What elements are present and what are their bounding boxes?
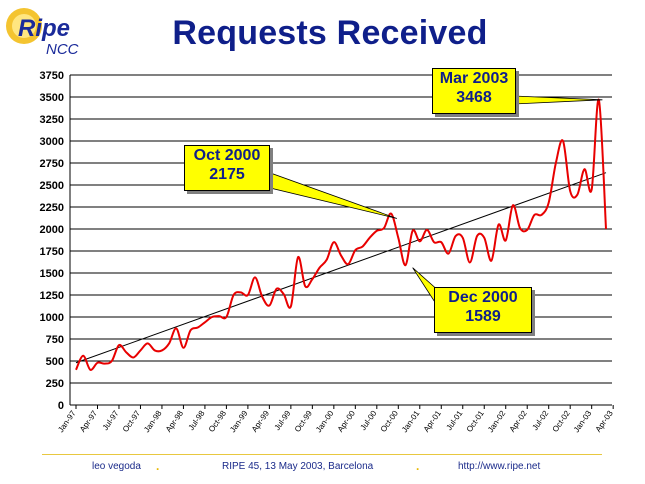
callout-dec2000-value: 1589	[465, 308, 501, 325]
x-tick-label: Oct-98	[207, 409, 228, 434]
x-tick-label: Jul-02	[530, 409, 550, 432]
x-tick-label: Apr-00	[336, 409, 357, 434]
x-tick-label: Jan-02	[486, 409, 508, 435]
svg-text:NCC: NCC	[46, 41, 79, 58]
callout-mar2003-date: Mar 2003	[439, 70, 509, 87]
callout-dec2000-date: Dec 2000	[448, 289, 518, 306]
x-tick-label: Jan-98	[142, 409, 164, 435]
y-tick-label: 750	[46, 334, 64, 346]
logo-sub-text: NCC	[46, 41, 79, 58]
y-tick-label: 1500	[40, 268, 64, 280]
x-tick-label: Apr-02	[508, 409, 529, 434]
y-tick-label: 3000	[40, 136, 64, 148]
footer-divider	[42, 454, 602, 455]
footer-author: leo vegoda	[92, 461, 141, 472]
x-tick-label: Jul-01	[445, 409, 465, 432]
x-tick-label: Jan-00	[314, 409, 336, 435]
x-tick-label: Jan-97	[56, 409, 78, 435]
y-tick-label: 1250	[40, 290, 64, 302]
x-tick-label: Apr-99	[250, 409, 271, 434]
x-tick-label: Oct-99	[293, 409, 314, 434]
x-tick-label: Oct-97	[121, 409, 142, 434]
logo-main-text: Ripe	[18, 15, 70, 42]
callout-oct2000-date: Oct 2000	[193, 147, 261, 164]
y-tick-label: 2250	[40, 202, 64, 214]
y-tick-label: 0	[58, 400, 64, 412]
x-tick-label: Apr-97	[78, 409, 99, 434]
ripe-ncc-logo: Ripe NCC	[6, 8, 79, 58]
x-tick-label: Oct-00	[379, 409, 400, 434]
x-tick-label: Jan-99	[228, 409, 250, 435]
callout-mar2003: Mar 2003 3468	[432, 68, 516, 114]
callout-oct2000-value: 2175	[209, 166, 245, 183]
x-tick-label: Oct-01	[465, 409, 486, 434]
y-tick-label: 1000	[40, 312, 64, 324]
x-tick-label: Jul-99	[273, 409, 293, 432]
x-tick-label: Oct-02	[551, 409, 572, 434]
y-tick-label: 500	[46, 356, 64, 368]
x-tick-label: Jul-97	[101, 409, 121, 432]
x-tick-label: Jan-01	[400, 409, 422, 435]
x-tick-label: Jul-00	[359, 409, 379, 432]
callout-oct2000-pointer	[261, 169, 398, 219]
footer-event: RIPE 45, 13 May 2003, Barcelona	[222, 461, 374, 472]
x-tick-label: Jan-03	[572, 409, 594, 435]
x-tick-label: Apr-98	[164, 409, 185, 434]
x-tick-label: Apr-03	[594, 409, 615, 434]
callout-dec2000: Dec 2000 1589	[434, 287, 532, 333]
footer-separator-1: .	[156, 459, 160, 473]
y-tick-label: 3250	[40, 114, 64, 126]
trend-line	[75, 172, 607, 364]
footer-separator-2: .	[416, 459, 420, 473]
y-tick-label: 2000	[40, 224, 64, 236]
x-tick-label: Apr-01	[422, 409, 443, 434]
svg-text:Ripe: Ripe	[18, 15, 70, 42]
y-tick-label: 2750	[40, 158, 64, 170]
page-title: Requests Received	[172, 14, 488, 52]
y-tick-label: 3500	[40, 92, 64, 104]
y-tick-label: 1750	[40, 246, 64, 258]
requests-series-line	[75, 98, 607, 371]
callout-oct2000: Oct 2000 2175	[184, 145, 270, 191]
callout-mar2003-value: 3468	[456, 89, 492, 106]
footer-url[interactable]: http://www.ripe.net	[458, 461, 541, 472]
y-tick-label: 250	[46, 378, 64, 390]
y-tick-label: 2500	[40, 180, 64, 192]
y-tick-label: 3750	[40, 70, 64, 82]
x-tick-label: Jul-98	[187, 409, 207, 432]
